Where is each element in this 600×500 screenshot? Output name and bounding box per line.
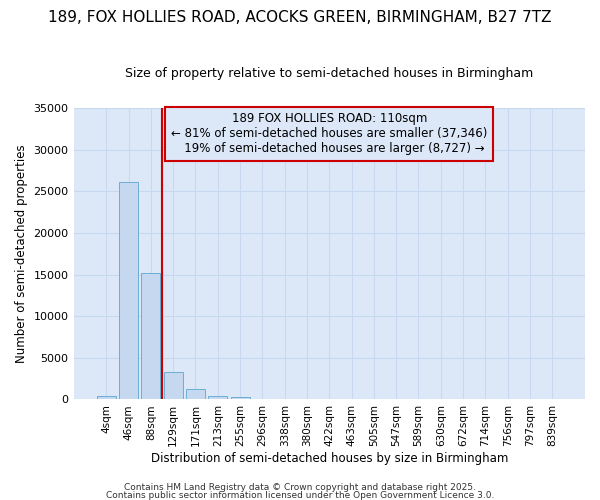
Bar [186,390,205,400]
Y-axis label: Number of semi-detached properties: Number of semi-detached properties [15,144,28,363]
Bar [208,396,227,400]
Bar [97,396,116,400]
Bar [164,372,182,400]
Text: Contains HM Land Registry data © Crown copyright and database right 2025.: Contains HM Land Registry data © Crown c… [124,484,476,492]
Text: 189 FOX HOLLIES ROAD: 110sqm
← 81% of semi-detached houses are smaller (37,346)
: 189 FOX HOLLIES ROAD: 110sqm ← 81% of se… [171,112,487,156]
Title: Size of property relative to semi-detached houses in Birmingham: Size of property relative to semi-detach… [125,68,533,80]
Bar [142,273,160,400]
Text: Contains public sector information licensed under the Open Government Licence 3.: Contains public sector information licen… [106,490,494,500]
Bar [230,397,250,400]
Text: 189, FOX HOLLIES ROAD, ACOCKS GREEN, BIRMINGHAM, B27 7TZ: 189, FOX HOLLIES ROAD, ACOCKS GREEN, BIR… [48,10,552,25]
Bar [119,182,138,400]
X-axis label: Distribution of semi-detached houses by size in Birmingham: Distribution of semi-detached houses by … [151,452,508,465]
